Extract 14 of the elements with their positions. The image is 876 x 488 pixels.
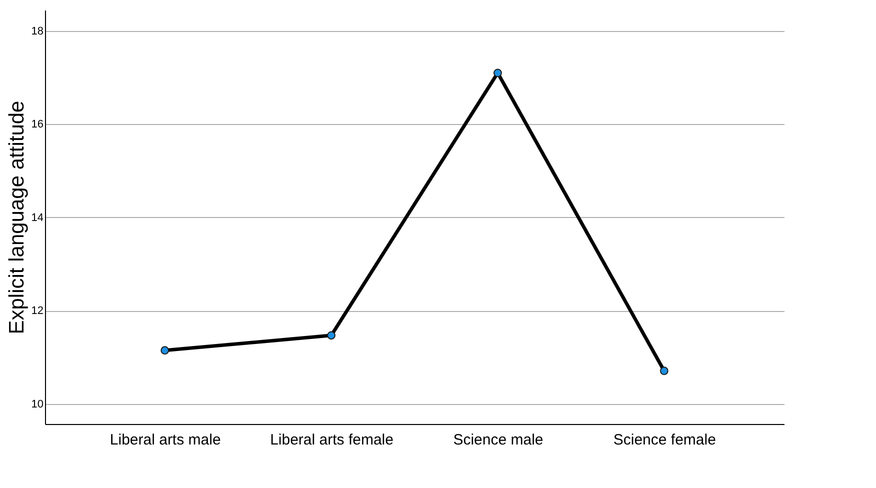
point xyxy=(660,366,668,376)
y-tick-label: 16 xyxy=(31,118,44,131)
x-tick-label: Liberal arts female xyxy=(270,432,394,448)
point xyxy=(327,331,336,340)
y-tick-label: 18 xyxy=(31,25,44,38)
x-tick-label: Liberal arts male xyxy=(110,432,221,448)
x-tick-label: Science male xyxy=(453,432,544,448)
point xyxy=(494,68,502,78)
y-axis-title: Explicit language attitude xyxy=(5,100,28,334)
y-tick-label: 14 xyxy=(31,212,44,224)
y-tick-label: 10 xyxy=(31,398,44,410)
point xyxy=(160,346,170,355)
y-tick-label: 12 xyxy=(31,305,44,318)
x-tick-label: Science female xyxy=(613,432,716,448)
